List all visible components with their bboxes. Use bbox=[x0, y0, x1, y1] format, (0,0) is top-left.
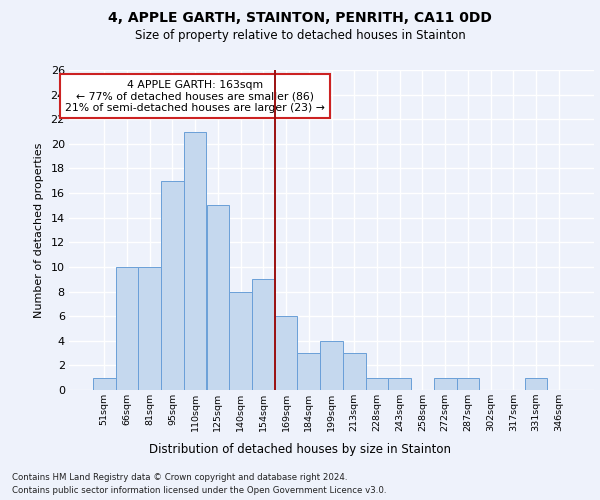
Bar bbox=[252, 279, 275, 390]
Bar bbox=[139, 267, 161, 390]
Text: Contains public sector information licensed under the Open Government Licence v3: Contains public sector information licen… bbox=[12, 486, 386, 495]
Bar bbox=[275, 316, 298, 390]
Text: Contains HM Land Registry data © Crown copyright and database right 2024.: Contains HM Land Registry data © Crown c… bbox=[12, 472, 347, 482]
Bar bbox=[93, 378, 116, 390]
Bar bbox=[229, 292, 252, 390]
Text: 4, APPLE GARTH, STAINTON, PENRITH, CA11 0DD: 4, APPLE GARTH, STAINTON, PENRITH, CA11 … bbox=[108, 11, 492, 25]
Bar bbox=[343, 353, 365, 390]
Bar bbox=[161, 181, 184, 390]
Bar bbox=[524, 378, 547, 390]
Bar bbox=[206, 206, 229, 390]
Bar bbox=[434, 378, 457, 390]
Bar bbox=[298, 353, 320, 390]
Y-axis label: Number of detached properties: Number of detached properties bbox=[34, 142, 44, 318]
Text: Distribution of detached houses by size in Stainton: Distribution of detached houses by size … bbox=[149, 442, 451, 456]
Bar bbox=[388, 378, 411, 390]
Text: 4 APPLE GARTH: 163sqm
← 77% of detached houses are smaller (86)
21% of semi-deta: 4 APPLE GARTH: 163sqm ← 77% of detached … bbox=[65, 80, 325, 113]
Bar bbox=[320, 341, 343, 390]
Bar bbox=[457, 378, 479, 390]
Bar bbox=[116, 267, 139, 390]
Text: Size of property relative to detached houses in Stainton: Size of property relative to detached ho… bbox=[134, 29, 466, 42]
Bar bbox=[184, 132, 206, 390]
Bar bbox=[365, 378, 388, 390]
